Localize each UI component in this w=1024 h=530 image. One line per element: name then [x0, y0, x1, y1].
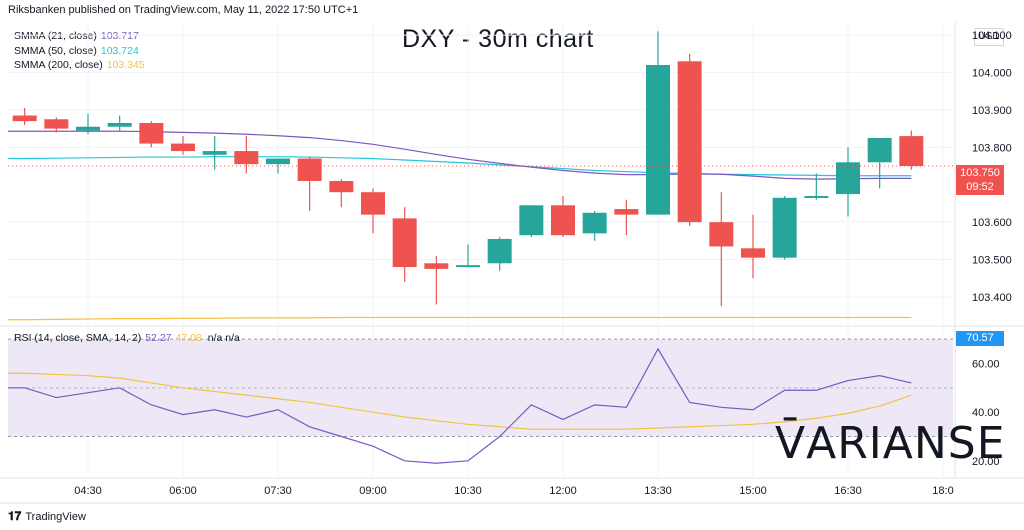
currency-tag[interactable]: USD — [974, 28, 1004, 46]
x-tick-label: 16:30 — [834, 485, 862, 497]
candle-body — [899, 136, 924, 167]
bar-countdown: 09:52 — [966, 181, 994, 193]
y-tick-label: 104.000 — [972, 68, 1012, 80]
rsi-sma-line — [8, 372, 912, 430]
indicator-legend: SMMA (21, close) 103.717 SMMA (50, close)… — [14, 29, 145, 73]
candle-body — [867, 137, 892, 163]
x-tick-label: 10:30 — [454, 485, 482, 497]
varianse-watermark: V̄ARIANSE — [775, 418, 1006, 469]
indicator-value: 103.717 — [100, 30, 139, 42]
smma50-line — [8, 156, 912, 177]
candle-body — [836, 162, 860, 195]
current-price: 103.750 — [960, 167, 1000, 179]
rsi-legend[interactable]: RSI (14, close, SMA, 14, 2) 52.27 47.08 n/a… — [14, 332, 240, 344]
y-tick-label: 104.100 — [972, 30, 1012, 42]
candle-body — [171, 143, 195, 152]
indicator-value: 103.345 — [106, 59, 145, 71]
y-tick-label: 103.400 — [972, 292, 1012, 304]
candle-body — [551, 205, 575, 236]
candle-body — [614, 209, 639, 215]
indicator-label: SMMA (21, close) — [14, 30, 97, 42]
rsi-line — [8, 347, 912, 464]
candle-body — [297, 158, 322, 181]
candle-body — [76, 126, 100, 131]
candle-body — [266, 158, 290, 165]
candle-body — [741, 248, 765, 258]
indicator-label: SMMA (50, close) — [14, 44, 97, 57]
x-tick-label: 15:00 — [739, 485, 767, 497]
candle-body — [44, 119, 69, 129]
rsi-value: 52.27 — [145, 332, 172, 344]
rsi-y-tick-label: 60.00 — [972, 359, 1000, 371]
candle-body — [139, 123, 164, 144]
indicator-smma21[interactable]: SMMA (21, close) 103.717 — [14, 29, 145, 44]
rsi-label: RSI (14, close, SMA, 14, 2) — [14, 332, 142, 344]
candle-body — [392, 218, 417, 268]
x-tick-label: 04:30 — [74, 485, 102, 497]
candle-body — [424, 263, 449, 269]
publisher-header: Riksbanken published on TradingView.com,… — [8, 4, 359, 16]
x-tick-label: 06:00 — [169, 485, 197, 497]
indicator-smma200[interactable]: SMMA (200, close) 103.345 — [14, 58, 145, 73]
candle-body — [234, 151, 259, 165]
candle-body — [804, 195, 829, 198]
candle-body — [709, 222, 734, 247]
candle-body — [361, 192, 385, 215]
indicator-smma50[interactable]: SMMA (50, close) 103.724 — [14, 44, 145, 59]
x-tick-label: 12:00 — [549, 485, 577, 497]
smma200-line — [8, 316, 912, 321]
rsi-sma-value: 47.08 — [175, 332, 202, 344]
rsi-y-tick-label: 40.00 — [972, 407, 1000, 419]
candle-body — [12, 115, 37, 122]
candle-body — [519, 205, 544, 236]
tradingview-brand: TradingView — [25, 510, 86, 523]
candle-body — [456, 265, 480, 268]
chart-title: DXY - 30m chart — [402, 25, 594, 53]
y-tick-label: 103.500 — [972, 255, 1012, 267]
rsi-na: n/a n/a — [207, 332, 240, 344]
y-tick-label: 103.800 — [972, 142, 1012, 154]
x-tick-label: 13:30 — [644, 485, 672, 497]
rsi-y-tick-label: 20.00 — [972, 456, 1000, 468]
candle-body — [329, 180, 354, 193]
candle-body — [677, 61, 702, 223]
y-tick-label: 103.900 — [972, 105, 1012, 117]
tradingview-logo[interactable]: 𝟏𝟕 TradingView — [8, 509, 86, 524]
indicator-label: SMMA (200, close) — [14, 59, 103, 71]
rsi-badge: 70.57 — [956, 331, 1004, 346]
current-price-badge: 103.750 09:52 — [956, 165, 1004, 195]
y-tick-label: 103.600 — [972, 217, 1012, 229]
candle-body — [772, 197, 797, 258]
tradingview-icon: 𝟏𝟕 — [8, 509, 22, 523]
candle-body — [107, 123, 132, 127]
candle-body — [202, 151, 227, 155]
indicator-value: 103.724 — [100, 44, 139, 57]
candle-body — [487, 238, 512, 264]
x-tick-label: 09:00 — [359, 485, 387, 497]
x-tick-label: 07:30 — [264, 485, 292, 497]
candle-body — [582, 212, 607, 234]
x-tick-label: 18:0 — [932, 485, 953, 497]
candle-body — [646, 65, 670, 215]
